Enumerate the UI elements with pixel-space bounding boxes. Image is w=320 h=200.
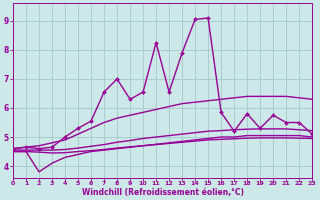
X-axis label: Windchill (Refroidissement éolien,°C): Windchill (Refroidissement éolien,°C) [82,188,244,197]
